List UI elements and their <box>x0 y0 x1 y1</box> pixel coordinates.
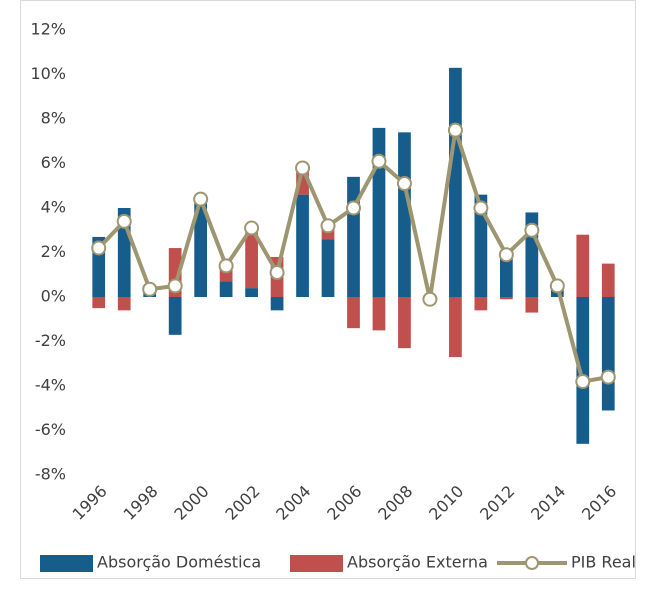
chart-frame <box>20 0 636 579</box>
line-marker <box>193 191 209 207</box>
line-marker <box>524 222 540 238</box>
legend-label: Absorção Externa <box>347 553 488 572</box>
bar <box>474 194 488 297</box>
line-marker <box>371 153 387 169</box>
y-tick-label: 0% <box>41 287 66 306</box>
y-tick-label: 6% <box>41 153 66 172</box>
x-tick-label: 2006 <box>323 482 365 524</box>
bar <box>525 297 539 313</box>
y-tick-label: 12% <box>30 20 66 39</box>
y-tick-label: 2% <box>41 242 66 261</box>
bar <box>194 201 208 297</box>
legend-swatch <box>40 555 93 572</box>
line-marker <box>473 200 489 216</box>
legend-label: Absorção Doméstica <box>97 553 261 572</box>
bar <box>576 297 590 444</box>
bar <box>449 67 462 297</box>
line-marker <box>346 200 361 216</box>
line-marker <box>142 281 158 297</box>
x-tick-label: 1996 <box>69 482 111 524</box>
y-tick-label: 8% <box>41 109 66 128</box>
bar <box>576 234 590 297</box>
line-marker <box>295 160 311 176</box>
bar <box>347 297 360 329</box>
bar <box>245 232 258 289</box>
bar <box>92 297 106 309</box>
x-tick-label: 2010 <box>425 482 467 524</box>
bar <box>499 297 513 300</box>
x-tick-label: 2000 <box>170 482 212 524</box>
x-tick-label: 2016 <box>578 482 620 524</box>
bar <box>601 297 615 411</box>
bar <box>296 194 309 297</box>
bar <box>601 263 615 297</box>
bar <box>372 297 386 331</box>
bar <box>245 288 258 297</box>
y-tick-label: -6% <box>35 420 66 439</box>
x-tick-label: 2004 <box>272 482 314 524</box>
x-tick-label: 2002 <box>221 482 263 524</box>
bar <box>474 297 488 311</box>
line-marker <box>167 278 183 294</box>
y-tick-label: -2% <box>35 331 66 350</box>
bar <box>321 239 335 297</box>
legend-marker <box>525 556 539 570</box>
x-tick-label: 2008 <box>374 482 416 524</box>
line-marker <box>600 369 616 385</box>
x-tick-label: 1998 <box>119 482 161 524</box>
y-tick-label: -8% <box>35 465 66 484</box>
line-marker <box>218 258 234 274</box>
line-marker <box>396 176 412 192</box>
legend-label: PIB Real <box>571 553 636 572</box>
x-tick-label: 2012 <box>476 482 518 524</box>
bar <box>398 132 411 297</box>
line-marker <box>549 278 565 294</box>
bar <box>499 252 513 297</box>
bar <box>270 297 284 311</box>
line-marker <box>320 218 336 234</box>
line-marker <box>498 247 514 263</box>
legend-swatch <box>290 555 343 572</box>
bar <box>117 297 131 311</box>
line-marker <box>447 122 463 138</box>
line-marker <box>269 265 285 281</box>
line-marker <box>116 213 132 229</box>
bar <box>398 297 411 349</box>
y-tick-label: 10% <box>30 64 66 83</box>
line-marker <box>575 374 591 390</box>
bar <box>347 176 360 297</box>
bar <box>219 281 233 297</box>
line-marker <box>91 240 107 256</box>
x-tick-label: 2014 <box>527 482 569 524</box>
bar <box>168 297 182 335</box>
bar <box>449 297 462 358</box>
y-tick-label: 4% <box>41 198 66 217</box>
line-marker <box>422 291 438 307</box>
bar <box>372 127 386 298</box>
line-marker <box>244 220 260 236</box>
y-tick-label: -4% <box>35 376 66 395</box>
